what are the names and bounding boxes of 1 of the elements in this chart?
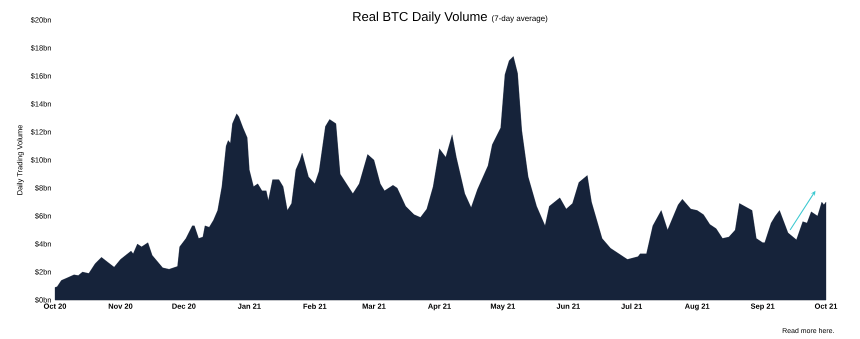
chart-title: Real BTC Daily Volume [353,12,487,24]
